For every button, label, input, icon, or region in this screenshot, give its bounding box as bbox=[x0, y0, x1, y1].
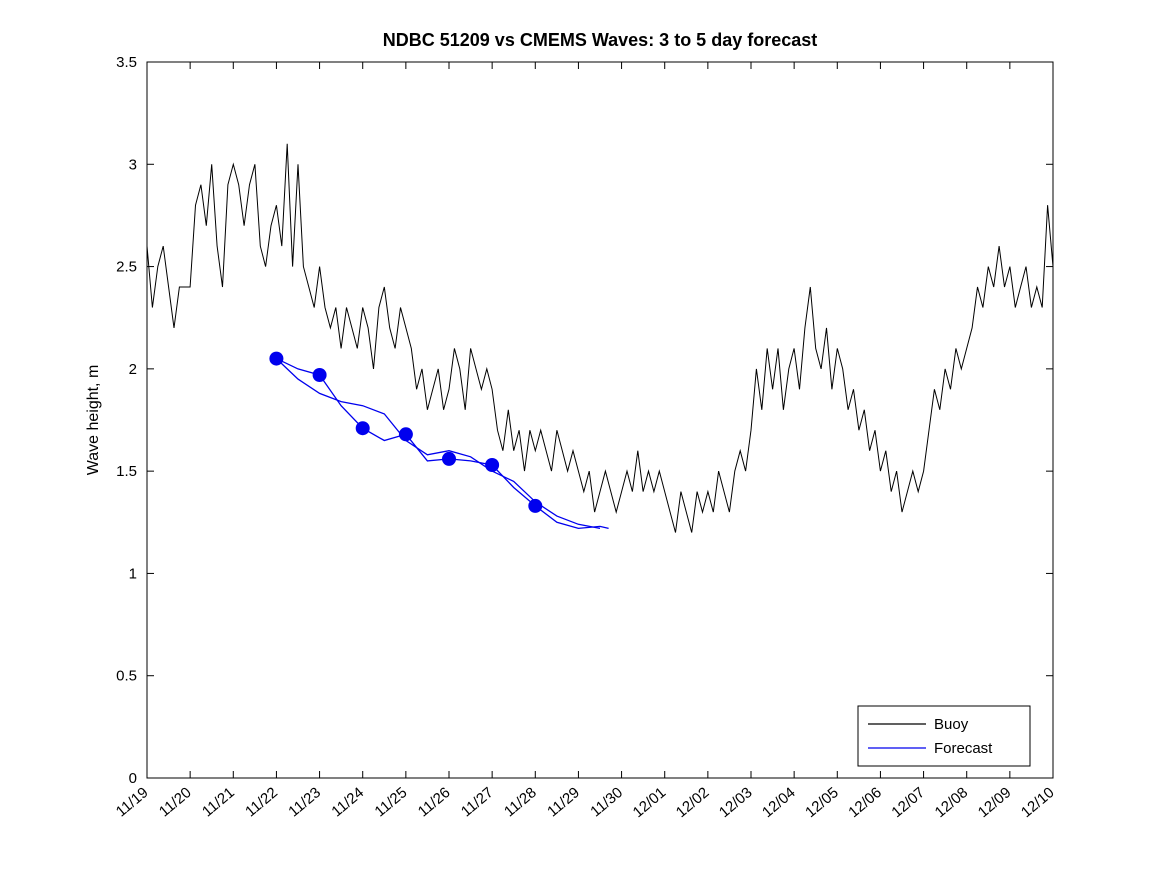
x-tick-label: 12/01 bbox=[630, 784, 670, 821]
y-tick-label: 2 bbox=[129, 361, 137, 378]
x-tick-label: 11/24 bbox=[328, 784, 367, 820]
legend-label: Buoy bbox=[934, 716, 969, 733]
x-tick-label: 12/05 bbox=[802, 784, 842, 821]
x-tick-label: 11/29 bbox=[544, 784, 583, 820]
y-tick-label: 3 bbox=[129, 156, 137, 173]
y-tick-label: 1 bbox=[129, 565, 137, 582]
y-tick-label: 0.5 bbox=[116, 668, 137, 685]
x-tick-label: 12/10 bbox=[1018, 784, 1058, 821]
x-tick-label: 11/28 bbox=[501, 784, 540, 820]
x-tick-label: 11/19 bbox=[113, 784, 152, 820]
forecast-marker bbox=[312, 368, 327, 382]
forecast-marker bbox=[355, 421, 370, 436]
y-tick-label: 3.5 bbox=[116, 54, 137, 71]
y-tick-label: 0 bbox=[129, 770, 137, 787]
legend-box bbox=[857, 705, 1031, 767]
forecast-line-2 bbox=[275, 358, 601, 530]
y-tick-label: 2.5 bbox=[116, 259, 137, 276]
x-tick-label: 11/25 bbox=[372, 784, 411, 820]
chart-title: NDBC 51209 vs CMEMS Waves: 3 to 5 day fo… bbox=[382, 30, 818, 50]
x-tick-label: 12/08 bbox=[932, 784, 972, 821]
axes-box bbox=[146, 61, 1054, 779]
x-tick-label: 12/04 bbox=[759, 784, 799, 821]
forecast-marker bbox=[528, 498, 543, 513]
y-tick-label: 1.5 bbox=[116, 463, 137, 480]
x-tick-label: 12/06 bbox=[845, 784, 885, 821]
buoy-line bbox=[146, 143, 1054, 533]
x-tick-label: 12/09 bbox=[975, 784, 1015, 821]
forecast-line-1 bbox=[276, 358, 609, 530]
x-tick-label: 11/20 bbox=[156, 784, 195, 820]
forecast-marker bbox=[398, 427, 413, 442]
x-tick-label: 11/23 bbox=[285, 784, 324, 820]
x-tick-label: 11/27 bbox=[458, 784, 497, 820]
forecast-marker bbox=[442, 451, 456, 466]
x-tick-label: 12/07 bbox=[888, 784, 928, 821]
x-tick-label: 12/02 bbox=[673, 784, 713, 821]
forecast-marker bbox=[485, 458, 500, 472]
x-tick-label: 11/22 bbox=[242, 784, 281, 820]
x-tick-label: 12/03 bbox=[716, 784, 756, 821]
legend-label: Forecast bbox=[934, 740, 993, 757]
forecast-marker bbox=[269, 351, 284, 366]
x-tick-label: 11/21 bbox=[199, 784, 238, 820]
x-tick-label: 11/26 bbox=[415, 784, 454, 820]
x-tick-label: 11/30 bbox=[587, 784, 626, 820]
